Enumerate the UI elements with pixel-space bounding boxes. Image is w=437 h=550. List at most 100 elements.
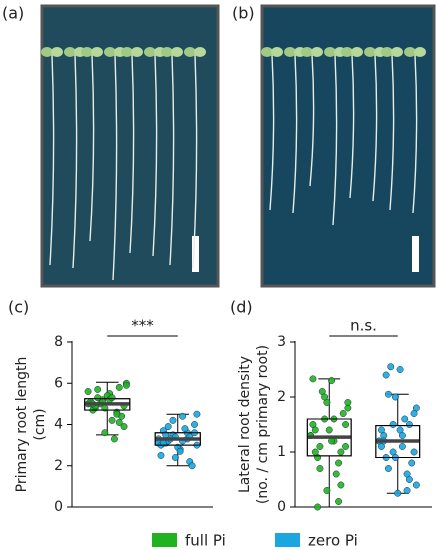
y-axis-label: Primary root length <box>14 357 30 493</box>
data-point <box>382 371 390 379</box>
y-tick-label: 8 <box>54 334 63 350</box>
root <box>129 54 135 254</box>
data-point <box>311 426 319 434</box>
scale-bar <box>412 236 419 272</box>
root <box>332 54 338 226</box>
leaf <box>121 47 133 57</box>
leaf <box>171 47 183 57</box>
leaf <box>381 47 393 57</box>
y-tick-label: 2 <box>277 389 286 405</box>
data-point <box>171 454 179 461</box>
data-point <box>321 393 329 401</box>
data-point <box>193 410 201 418</box>
root <box>152 54 158 257</box>
leaf <box>184 47 196 57</box>
data-point <box>398 432 406 439</box>
data-point <box>108 394 116 402</box>
y-tick-label: 0 <box>277 499 286 515</box>
panel-label: (b) <box>232 4 255 23</box>
leaf <box>324 47 336 57</box>
data-point <box>314 503 322 511</box>
root <box>389 54 395 211</box>
root <box>192 54 198 269</box>
panel-label: (c) <box>8 298 29 317</box>
leaf <box>81 47 93 57</box>
data-point <box>403 470 411 478</box>
leaf <box>104 47 116 57</box>
leaf <box>41 47 53 57</box>
data-point <box>120 423 128 431</box>
data-point <box>401 415 409 423</box>
data-point <box>389 421 397 428</box>
data-point <box>344 399 352 406</box>
y-tick-label: 1 <box>277 444 286 460</box>
data-point <box>84 388 92 395</box>
root <box>89 54 95 242</box>
leaf <box>64 47 76 57</box>
leaf <box>414 47 426 57</box>
data-point <box>339 410 347 417</box>
leaf <box>51 47 63 57</box>
data-point <box>387 363 395 371</box>
data-point <box>337 481 345 489</box>
data-point <box>169 416 177 424</box>
data-point <box>164 423 172 431</box>
data-point <box>94 385 102 393</box>
leaf <box>311 47 323 57</box>
leaf <box>351 47 363 57</box>
legend-swatch <box>152 533 177 547</box>
leaf <box>284 47 296 57</box>
leaf <box>404 47 416 57</box>
data-point <box>335 498 343 505</box>
data-point <box>332 470 340 478</box>
leaf <box>91 47 103 57</box>
leaf <box>301 47 313 57</box>
root <box>372 54 378 202</box>
leaf <box>161 47 173 57</box>
legend-label: zero Pi <box>308 532 358 550</box>
data-point <box>113 410 121 418</box>
data-point <box>384 390 392 398</box>
y-tick-label: 6 <box>54 375 63 391</box>
data-point <box>394 489 402 497</box>
data-point <box>403 487 411 494</box>
data-point <box>316 465 324 472</box>
data-point <box>391 393 399 401</box>
root <box>72 54 78 269</box>
y-axis-label: (cm) <box>32 408 48 440</box>
data-point <box>405 421 413 428</box>
root <box>269 54 275 211</box>
leaf <box>144 47 156 57</box>
leaf <box>194 47 206 57</box>
significance-label: *** <box>131 317 154 335</box>
leaf <box>271 47 283 57</box>
legend-swatch <box>275 533 300 547</box>
data-point <box>328 377 336 384</box>
scale-bar <box>192 236 199 272</box>
y-tick-label: 3 <box>277 334 286 350</box>
data-point <box>408 459 416 467</box>
data-point <box>384 465 392 472</box>
data-point <box>179 412 186 420</box>
root <box>292 54 298 214</box>
data-point <box>398 443 406 450</box>
data-point <box>323 487 331 494</box>
y-axis-label: (no. / cm primary root) <box>255 345 271 504</box>
data-point <box>311 448 319 456</box>
data-point <box>191 421 198 428</box>
data-point <box>101 429 109 437</box>
box-outline <box>375 425 421 459</box>
data-point <box>115 418 123 426</box>
data-point <box>325 426 333 434</box>
root <box>169 54 175 266</box>
data-point <box>412 481 420 489</box>
data-point <box>188 462 196 470</box>
data-point <box>410 410 418 417</box>
data-point <box>181 425 189 433</box>
leaf <box>391 47 403 57</box>
y-tick-label: 0 <box>54 499 63 515</box>
data-point <box>108 416 116 424</box>
box-outline <box>84 398 131 411</box>
data-point <box>337 448 345 456</box>
